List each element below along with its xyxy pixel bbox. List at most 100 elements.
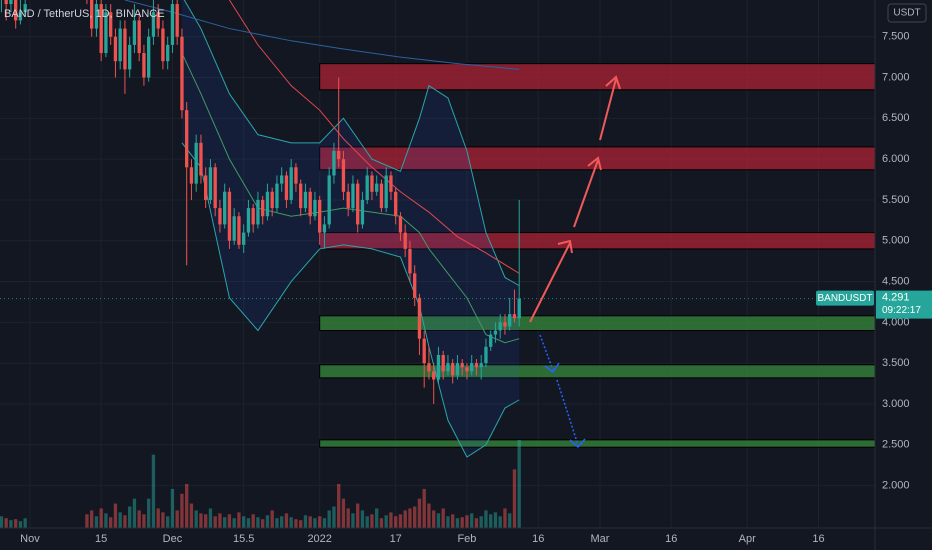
volume-bar (23, 518, 27, 528)
y-tick-label: 7.500 (882, 31, 910, 43)
candle-body (142, 53, 146, 78)
x-tick-label: 16 (812, 533, 824, 545)
candle-body (132, 20, 137, 45)
volume-bar (327, 510, 331, 528)
candle-body (403, 232, 407, 249)
candle-body (18, 12, 23, 21)
volume-bar (470, 513, 474, 528)
volume-bar (261, 519, 265, 528)
candle-body (227, 191, 232, 241)
volume-bar (398, 514, 403, 528)
candle-body (246, 208, 251, 233)
volume-bar (223, 517, 227, 528)
candle-body (99, 4, 103, 54)
candle-body (432, 371, 436, 380)
volume-bar (337, 484, 341, 528)
y-tick-label: 4.500 (882, 275, 910, 287)
candle-body (370, 175, 374, 192)
volume-bar (251, 514, 255, 528)
x-tick-label: 2022 (307, 533, 331, 545)
volume-bar (484, 510, 488, 528)
volume-bar (204, 514, 208, 528)
x-tick-label: 15.5 (233, 533, 254, 545)
band-basis (181, 52, 520, 344)
volume-bar (351, 513, 355, 528)
candle-body (256, 199, 260, 225)
volume-bar (123, 515, 127, 528)
arrow-head (557, 239, 573, 254)
volume-bar (166, 516, 170, 528)
volume-bar (147, 498, 151, 528)
currency[interactable]: USDT (893, 8, 920, 19)
candle-body (280, 175, 284, 184)
candle-body (465, 367, 469, 372)
candle-body (128, 44, 132, 70)
volume-bar (132, 498, 137, 528)
candle-body (23, 4, 27, 13)
candle-body (384, 175, 388, 209)
candle-body (455, 363, 460, 376)
volume-bar (218, 513, 222, 528)
currency-box[interactable] (887, 3, 927, 23)
volume-bar (493, 512, 498, 528)
y-tick-label: 4.000 (882, 316, 910, 328)
volume-bar (422, 488, 426, 528)
volume-bar (512, 469, 517, 528)
plot-area (0, 0, 875, 528)
candle-body (199, 142, 203, 176)
candle-body (270, 191, 274, 209)
volume-bar (370, 514, 374, 528)
candle-body (413, 273, 417, 298)
volume-bar (161, 512, 165, 528)
candle-body (166, 44, 170, 62)
moving-average (124, 0, 520, 70)
candle-body (9, 0, 13, 5)
volume-bar (99, 508, 103, 528)
volume-bar (517, 440, 521, 528)
volume-bar (389, 512, 393, 528)
arrow (556, 379, 579, 446)
candle-body (232, 216, 236, 241)
candle-body (493, 330, 498, 335)
volume-bar (156, 508, 160, 528)
arrow-head (587, 156, 602, 171)
volume-bar (474, 518, 479, 528)
candle-body (460, 363, 464, 368)
candle-body (394, 191, 398, 217)
y-tick-label: 2.500 (882, 439, 910, 451)
volume-bar (85, 514, 89, 528)
volume-bar (275, 518, 279, 528)
volume-bar (318, 516, 322, 528)
moving-average (229, 0, 520, 274)
candle-body (213, 167, 217, 209)
volume-bar (408, 508, 412, 528)
candle-body (318, 199, 322, 233)
candle-body (327, 175, 331, 225)
volume-bar (18, 521, 23, 528)
symbol-box (816, 290, 874, 306)
volume-bar (256, 517, 260, 528)
band-fill (181, 0, 520, 458)
volume-bar (4, 518, 8, 528)
candle-body (156, 12, 160, 29)
volume-bar (246, 518, 251, 528)
candle-body (189, 167, 194, 184)
volume-bar (0, 516, 4, 528)
volume-bar (379, 518, 384, 528)
band-lower (181, 142, 520, 458)
volume-bar (498, 516, 502, 528)
volume-bar (403, 510, 407, 528)
candle-body (204, 175, 208, 200)
volume-bar (242, 516, 246, 528)
volume-bar (265, 515, 270, 528)
volume-bar (503, 508, 507, 528)
candle-body (161, 28, 165, 62)
band-upper (183, 0, 520, 287)
candle-body (379, 183, 384, 209)
candle-body (251, 208, 255, 225)
volume-bar (394, 516, 398, 528)
volume-bar (417, 498, 422, 528)
volume-bar (232, 518, 236, 528)
